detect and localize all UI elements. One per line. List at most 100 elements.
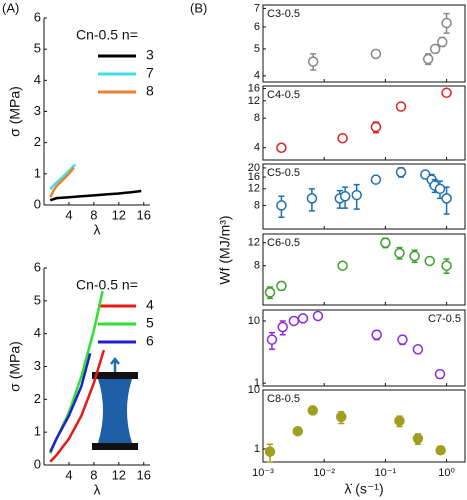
legend-label: 3 bbox=[146, 47, 154, 63]
subplot-label: C3-0.5 bbox=[267, 8, 300, 20]
x-tick-label: 16 bbox=[137, 467, 151, 482]
data-point bbox=[441, 17, 452, 29]
data-point bbox=[370, 48, 382, 60]
plot-frame bbox=[262, 233, 466, 306]
subplot-label: C6-0.5 bbox=[267, 237, 300, 249]
y-tick-label: 5 bbox=[34, 41, 41, 56]
x-tick-label: 12 bbox=[112, 467, 126, 482]
data-point bbox=[380, 237, 391, 248]
y-tick-label: 8 bbox=[254, 260, 260, 272]
x-tick-label: 4 bbox=[65, 207, 72, 222]
y-tick-label: 6 bbox=[34, 9, 41, 24]
x-axis-label: λ bbox=[94, 482, 101, 498]
data-point bbox=[306, 193, 318, 204]
data-point bbox=[264, 446, 276, 457]
panel-label: (B) bbox=[190, 0, 207, 15]
x-tick-label: 16 bbox=[137, 207, 151, 222]
plot-frame bbox=[262, 85, 466, 161]
data-point bbox=[424, 255, 435, 267]
data-point bbox=[371, 329, 382, 341]
data-point bbox=[336, 411, 347, 423]
data-point bbox=[370, 121, 382, 133]
data-point bbox=[307, 405, 318, 416]
legend-label: 4 bbox=[146, 297, 154, 313]
data-point bbox=[435, 444, 446, 456]
subplot-label: C4-0.5 bbox=[267, 89, 300, 101]
data-point bbox=[351, 189, 362, 201]
data-point bbox=[441, 87, 452, 99]
y-tick-label: 2 bbox=[34, 391, 41, 406]
y-tick-label: 4 bbox=[254, 70, 260, 82]
line-series bbox=[49, 349, 106, 463]
data-point bbox=[292, 425, 304, 437]
y-tick-label: 16 bbox=[248, 82, 260, 94]
x-tick-label: 10⁻² bbox=[313, 467, 335, 479]
plot-frame bbox=[262, 163, 466, 230]
line-series bbox=[49, 189, 142, 202]
legend-label: 6 bbox=[146, 333, 154, 349]
y-tick-label: 8 bbox=[254, 112, 260, 124]
data-point bbox=[312, 310, 324, 322]
y-tick-label: 12 bbox=[248, 237, 260, 249]
y-axis-label: σ (MPa) bbox=[7, 341, 23, 392]
x-axis-label: λ̇ (s⁻¹) bbox=[344, 481, 383, 497]
y-tick-label: 6 bbox=[34, 259, 41, 274]
data-point bbox=[422, 53, 434, 65]
legend-label: 7 bbox=[146, 65, 154, 81]
y-tick-label: 0 bbox=[34, 456, 41, 471]
panel-label: (A) bbox=[2, 0, 19, 15]
data-point bbox=[397, 334, 408, 345]
y-tick-label: 16 bbox=[248, 171, 260, 183]
data-point bbox=[276, 142, 287, 153]
y-tick-label: 8 bbox=[254, 199, 260, 211]
line-series bbox=[49, 353, 92, 453]
y-tick-label: 12 bbox=[248, 95, 260, 107]
data-point bbox=[441, 260, 452, 271]
x-tick-label: 10⁻³ bbox=[252, 467, 274, 479]
x-tick-label: 10⁻¹ bbox=[375, 467, 397, 479]
plot-frame bbox=[262, 4, 466, 83]
y-tick-label: 3 bbox=[34, 358, 41, 373]
subplot-label: C5-0.5 bbox=[267, 167, 300, 179]
y-tick-label: 5 bbox=[34, 292, 41, 307]
y-tick-label: 4 bbox=[34, 325, 41, 340]
plot-frame bbox=[262, 389, 466, 463]
data-point bbox=[276, 200, 287, 211]
line-series bbox=[49, 166, 75, 198]
data-point bbox=[337, 132, 348, 144]
data-point bbox=[307, 56, 319, 67]
data-point bbox=[412, 344, 424, 355]
line-series bbox=[49, 163, 77, 191]
data-point bbox=[266, 334, 278, 345]
y-tick-label: 0 bbox=[34, 196, 41, 211]
x-tick-label: 4 bbox=[65, 467, 72, 482]
data-point bbox=[409, 250, 420, 262]
data-point bbox=[395, 101, 407, 112]
data-point bbox=[434, 183, 446, 195]
x-tick-label: 8 bbox=[90, 467, 97, 482]
y-tick-label: 12 bbox=[248, 183, 260, 195]
y-axis-label: σ (MPa) bbox=[7, 86, 23, 137]
data-point bbox=[412, 433, 424, 444]
data-point bbox=[297, 313, 309, 324]
sample-icon bbox=[92, 356, 138, 450]
data-point bbox=[394, 247, 405, 259]
subplot-label: C8-0.5 bbox=[267, 393, 300, 405]
data-point bbox=[395, 166, 407, 178]
data-point bbox=[277, 321, 288, 333]
data-point bbox=[441, 193, 452, 204]
y-axis-label: Wf (MJ/m³) bbox=[217, 215, 233, 284]
data-point bbox=[394, 415, 405, 427]
y-tick-label: 1 bbox=[254, 377, 260, 389]
y-tick-label: 4 bbox=[254, 142, 260, 154]
y-tick-label: 10 bbox=[248, 315, 260, 327]
y-tick-label: 20 bbox=[248, 162, 260, 174]
x-tick-label: 10⁰ bbox=[438, 467, 455, 479]
y-tick-label: 4 bbox=[34, 72, 41, 87]
y-tick-label: 1 bbox=[34, 165, 41, 180]
legend-label: 5 bbox=[146, 315, 154, 331]
data-point bbox=[437, 36, 448, 48]
y-tick-label: 10 bbox=[248, 384, 260, 396]
x-axis-label: λ bbox=[94, 222, 101, 238]
